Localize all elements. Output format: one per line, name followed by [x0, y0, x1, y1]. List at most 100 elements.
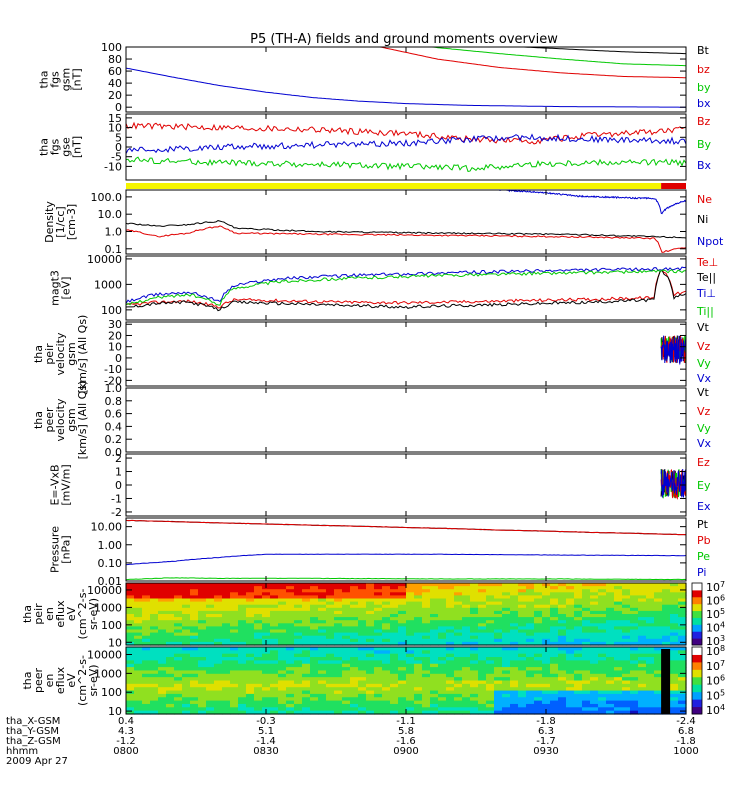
heatmap-cell — [558, 583, 567, 587]
heatmap-cell — [318, 614, 327, 618]
heatmap-cell — [558, 589, 567, 593]
heatmap-cell — [454, 670, 463, 675]
heatmap-cell — [446, 680, 455, 685]
heatmap-cell — [206, 663, 215, 668]
heatmap-cell — [230, 680, 239, 685]
heatmap-cell — [566, 589, 575, 593]
heatmap-cell — [350, 673, 359, 678]
heatmap-cell — [198, 610, 207, 615]
heatmap-cell — [574, 693, 583, 698]
y-axis-label: thapeerenefluxeV(cm^2-s-sr-eV) — [21, 655, 100, 706]
heatmap-cell — [430, 707, 439, 712]
heatmap-cell — [142, 667, 151, 672]
heatmap-cell — [510, 697, 519, 702]
heatmap-cell — [638, 690, 647, 695]
heatmap-cell — [430, 617, 439, 621]
heatmap-cell — [414, 663, 423, 668]
heatmap-cell — [150, 614, 159, 618]
heatmap-cell — [190, 638, 199, 643]
heatmap-cell — [366, 660, 375, 665]
heatmap-cell — [182, 583, 191, 587]
y-axis-label-line: eflux — [54, 666, 67, 694]
heatmap-cell — [142, 673, 151, 678]
heatmap-cell — [574, 707, 583, 712]
heatmap-cell — [150, 592, 159, 596]
heatmap-cell — [454, 586, 463, 590]
heatmap-cell — [230, 595, 239, 600]
heatmap-cell — [558, 632, 567, 637]
heatmap-cell — [670, 647, 679, 651]
heatmap-cell — [254, 610, 263, 615]
heatmap-cell — [350, 710, 359, 715]
heatmap-cell — [670, 667, 679, 672]
heatmap-cell — [446, 589, 455, 593]
heatmap-cell — [166, 589, 175, 593]
heatmap-cell — [190, 626, 199, 631]
heatmap-cell — [670, 673, 679, 678]
heatmap-cell — [630, 703, 639, 708]
heatmap-cell — [526, 626, 535, 631]
heatmap-cell — [478, 663, 487, 668]
heatmap-cell — [550, 687, 559, 692]
heatmap-cell — [566, 707, 575, 712]
heatmap-cell — [150, 670, 159, 675]
heatmap-cell — [342, 583, 351, 587]
heatmap-cell — [270, 680, 279, 685]
heatmap-cell — [358, 650, 367, 655]
heatmap-cell — [670, 592, 679, 596]
x-axis-tick-z: -1.8 — [676, 736, 696, 747]
heatmap-cell — [182, 663, 191, 668]
heatmap-cell — [678, 710, 687, 715]
heatmap-cell — [422, 632, 431, 637]
y-axis-label-line: tha — [38, 70, 51, 88]
heatmap-cell — [182, 683, 191, 688]
heatmap-cell — [126, 650, 135, 655]
heatmap-cell — [230, 635, 239, 640]
heatmap-cell — [478, 623, 487, 627]
heatmap-cell — [398, 620, 407, 624]
heatmap-cell — [318, 650, 327, 655]
y-tick-label: 40 — [108, 77, 122, 90]
heatmap-cell — [654, 650, 663, 655]
colorbar-tick-base: 10 — [706, 660, 720, 673]
heatmap-cell — [126, 617, 135, 621]
heatmap-cell — [486, 697, 495, 702]
heatmap-cell — [542, 614, 551, 618]
heatmap-cell — [334, 700, 343, 705]
heatmap-cell — [598, 667, 607, 672]
heatmap-cell — [158, 647, 167, 651]
heatmap-cell — [238, 604, 247, 609]
heatmap-cell — [398, 586, 407, 590]
heatmap-cell — [230, 583, 239, 587]
heatmap-cell — [486, 693, 495, 698]
heatmap-cell — [374, 653, 383, 658]
heatmap-cell — [358, 653, 367, 658]
heatmap-cell — [414, 690, 423, 695]
heatmap-cell — [494, 617, 503, 621]
heatmap-cell — [478, 650, 487, 655]
heatmap-cell — [614, 680, 623, 685]
heatmap-cell — [678, 657, 687, 661]
heatmap-cell — [142, 660, 151, 665]
heatmap-cell — [366, 690, 375, 695]
heatmap-cell — [598, 617, 607, 621]
heatmap-cell — [638, 598, 647, 603]
heatmap-cell — [390, 604, 399, 609]
heatmap-cell — [358, 703, 367, 708]
heatmap-cell — [670, 586, 679, 590]
heatmap-cell — [606, 687, 615, 692]
heatmap-cell — [254, 673, 263, 678]
heatmap-cell — [422, 595, 431, 600]
heatmap-cell — [430, 703, 439, 708]
heatmap-cell — [510, 583, 519, 587]
heatmap-cell — [246, 700, 255, 705]
colorbar-segment — [692, 647, 702, 655]
heatmap-cell — [414, 638, 423, 643]
heatmap-cell — [262, 626, 271, 631]
heatmap-cell — [382, 632, 391, 637]
heatmap-cell — [606, 620, 615, 624]
heatmap-cell — [366, 626, 375, 631]
heatmap-cell — [542, 635, 551, 640]
heatmap-cell — [342, 667, 351, 672]
colorbar-tick-exponent: 4 — [720, 621, 725, 630]
